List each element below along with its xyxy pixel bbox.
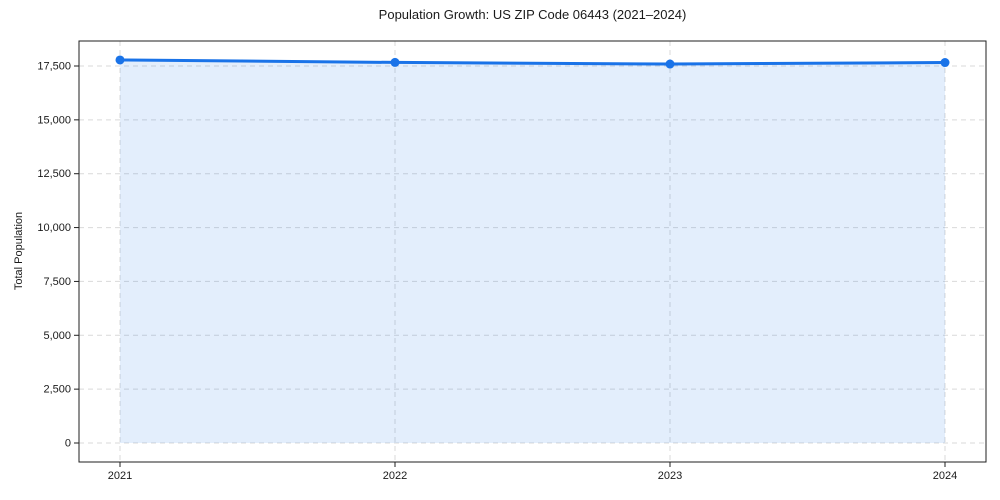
y-tick-label: 2,500 bbox=[43, 384, 71, 396]
y-tick-label: 10,000 bbox=[37, 222, 71, 234]
data-point bbox=[940, 58, 950, 68]
y-tick-label: 7,500 bbox=[43, 276, 71, 288]
data-point bbox=[390, 57, 400, 67]
data-point bbox=[665, 59, 675, 69]
y-tick-label: 5,000 bbox=[43, 330, 71, 342]
y-tick-label: 0 bbox=[65, 438, 71, 450]
y-tick-label: 17,500 bbox=[37, 61, 71, 73]
y-tick-label: 12,500 bbox=[37, 168, 71, 180]
data-line bbox=[118, 58, 947, 66]
y-tick-label: 15,000 bbox=[37, 114, 71, 126]
data-point bbox=[115, 55, 125, 65]
x-tick-label: 2021 bbox=[108, 470, 132, 482]
x-tick-label: 2023 bbox=[658, 470, 682, 482]
area-fill bbox=[120, 59, 945, 443]
axes-spines bbox=[78, 40, 987, 463]
chart-title: Population Growth: US ZIP Code 06443 (20… bbox=[378, 7, 687, 22]
x-tick-label: 2024 bbox=[933, 470, 957, 482]
x-tick-label: 2022 bbox=[383, 470, 407, 482]
